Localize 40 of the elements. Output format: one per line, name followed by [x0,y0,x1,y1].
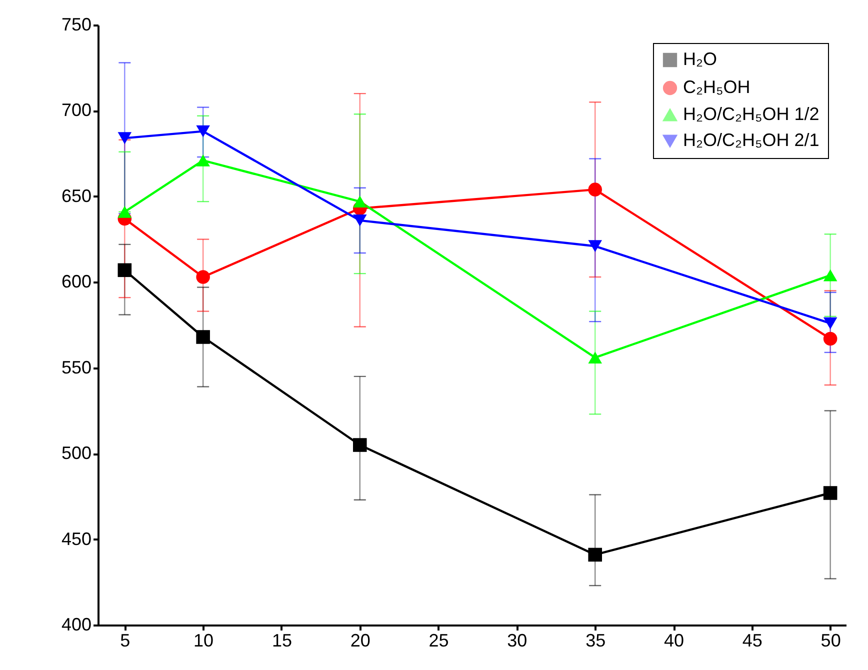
point [118,263,132,278]
x-tick-label: 50 [820,630,841,650]
point [588,352,602,364]
x-tick-label: 25 [428,630,449,650]
legend-label: H₂O/C₂H₅OH 2/1 [683,130,820,150]
point [823,332,838,346]
x-tick-label: 5 [120,630,130,650]
point [352,196,367,208]
y-tick-label: 700 [61,100,92,120]
x-tick-label: 10 [194,630,214,650]
y-tick-label: 650 [61,186,92,206]
point [118,132,132,144]
point [196,154,210,166]
point [588,240,602,252]
point [352,214,367,226]
y-tick-label: 550 [61,357,92,378]
legend-label: C₂H₅OH [683,77,750,97]
legend-label: H₂O [683,49,717,69]
x-tick-label: 40 [664,630,684,650]
point [118,206,132,218]
point [823,486,838,500]
point [352,438,367,452]
x-tick-label: 35 [586,630,606,650]
point [823,317,838,330]
x-tick-label: 15 [272,630,292,650]
y-tick-label: 600 [61,272,92,292]
point [196,125,210,138]
x-tick-label: 45 [742,630,762,650]
legend-label: H₂O/C₂H₅OH 1/2 [683,104,820,124]
x-tick-label: 30 [507,630,528,650]
x-tick-label: 20 [350,630,370,650]
y-tick-label: 450 [61,528,92,549]
y-tick-label: 400 [61,614,92,634]
y-tick-label: 500 [61,443,92,464]
point [588,182,602,196]
point [823,269,838,282]
point [196,270,210,284]
point [588,548,602,562]
point [196,330,210,344]
y-tick-label: 750 [61,14,92,34]
